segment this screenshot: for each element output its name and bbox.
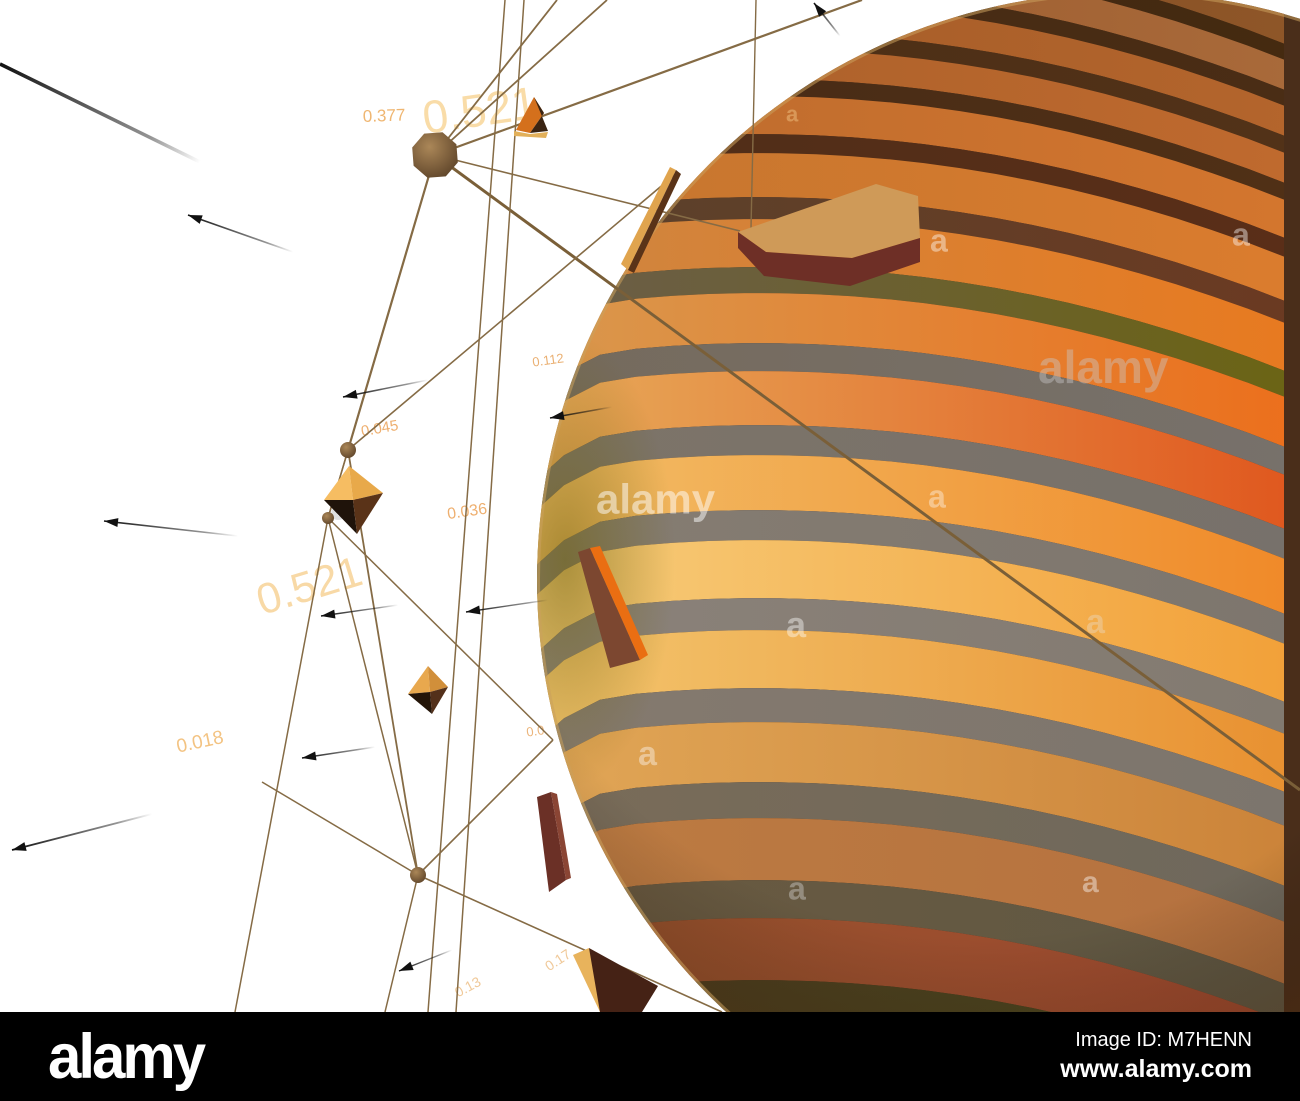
octahedron1-face-bl [324,500,357,534]
shard-orange-edge [590,546,648,660]
shard-maroon [537,792,566,892]
data-label: 0.0 [525,722,545,739]
octahedron1-face-tl [324,466,353,500]
black-arrowhead [466,605,481,615]
octahedron2-face-br [430,687,448,714]
black-arrows-layer [0,2,841,972]
nodes-and-shapes-layer [322,97,920,1012]
octahedron1-face-tr [349,466,383,500]
network-edge [434,0,558,156]
alamy-logo: alamy [48,1020,206,1092]
black-arrow-line [11,813,153,851]
footer-right-block: Image ID: M7HENN www.alamy.com [1060,1029,1252,1084]
network-edge [434,0,863,157]
data-label: 0.018 [175,727,226,757]
black-arrow-line [0,62,201,164]
shard-maroon-edge [551,792,571,880]
sphere-shading-overlay [537,0,1300,1101]
sphere-rim-highlight [537,0,1300,1101]
black-arrowhead [399,961,414,971]
network-edge [417,739,554,876]
network-edge [434,154,741,232]
big-arrow-front-face [738,232,920,286]
network-edge [417,874,723,1013]
node-c [322,512,334,524]
watermark-text: a [1082,866,1099,899]
network-edge [455,0,525,1013]
black-arrowhead [550,411,565,420]
watermark-text: alamy [1038,341,1169,393]
black-arrowhead [321,609,336,619]
watermark-text: a [1086,603,1106,641]
shard-orange-face [578,548,640,668]
image-id-text: Image ID: M7HENN [1075,1029,1252,1051]
network-edge [347,171,679,451]
data-label: 0.112 [531,350,564,369]
watermark-text: alamy [596,476,716,523]
octahedron1-face-br [353,493,383,534]
network-edge [434,0,608,156]
watermark-text: a [788,871,806,907]
hub-octagon [412,132,458,178]
big-arrow-top-face [738,184,920,258]
node-d [410,867,426,883]
data-label: 0.17 [542,946,574,974]
network-edge [234,517,329,1013]
octahedron2-face-tl [408,666,430,694]
data-label: 0.036 [446,501,488,523]
watermark-text: a [1232,217,1250,253]
black-arrowhead [12,842,27,851]
data-label: 0.045 [360,417,400,440]
black-arrowhead [188,215,203,224]
octahedron2-face-tr [428,666,448,692]
sliver-lit [621,167,676,270]
pyramid-dark-face [530,97,548,133]
node-b [340,442,356,458]
network-edge [261,781,419,876]
octahedron2-face-bl [408,692,432,714]
watermark-text: a [928,479,946,515]
network-edge [434,153,1300,792]
sphere-clipped-group [537,0,1300,1101]
website-url-text: www.alamy.com [1060,1055,1252,1083]
network-edge [750,0,757,229]
black-arrowhead [343,389,358,399]
pyramid-base-edge [514,131,548,138]
network-edge [327,517,419,876]
network-edge [384,874,419,1013]
black-arrow-line [187,214,294,253]
black-arrowhead [104,518,119,528]
sliver-dark [628,170,681,273]
striped-sphere [537,0,1300,1101]
footer-bar: alamy Image ID: M7HENN www.alamy.com [0,1012,1300,1101]
watermark-text: a [786,604,807,645]
data-label: 0.377 [362,105,405,125]
shard-bottom-dark [589,948,658,1012]
watermark-text: a [930,223,948,259]
black-arrowhead [302,751,317,761]
black-arrowhead [814,3,827,17]
pyramid-lit-face [516,97,544,133]
watermark-text: a [638,735,658,773]
network-edge [427,0,506,1013]
network-edge [327,517,554,741]
black-arrow-line [342,379,429,398]
black-arrow-line [103,520,239,537]
watermark-text: a [786,102,799,127]
